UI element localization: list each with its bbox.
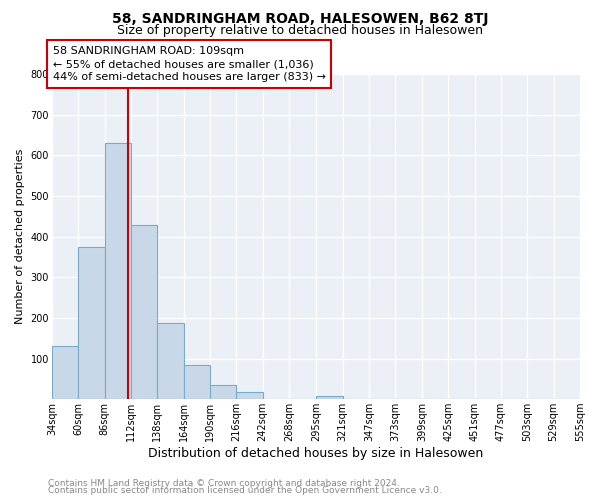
Y-axis label: Number of detached properties: Number of detached properties bbox=[15, 149, 25, 324]
Text: 58 SANDRINGHAM ROAD: 109sqm
← 55% of detached houses are smaller (1,036)
44% of : 58 SANDRINGHAM ROAD: 109sqm ← 55% of det… bbox=[53, 46, 326, 82]
Bar bbox=[184, 364, 210, 399]
Bar bbox=[131, 224, 157, 399]
Bar bbox=[236, 392, 263, 399]
Text: Contains HM Land Registry data © Crown copyright and database right 2024.: Contains HM Land Registry data © Crown c… bbox=[48, 478, 400, 488]
Text: Contains public sector information licensed under the Open Government Licence v3: Contains public sector information licen… bbox=[48, 486, 442, 495]
Bar bbox=[104, 142, 131, 399]
X-axis label: Distribution of detached houses by size in Halesowen: Distribution of detached houses by size … bbox=[148, 447, 484, 460]
Bar bbox=[78, 247, 104, 399]
Text: Size of property relative to detached houses in Halesowen: Size of property relative to detached ho… bbox=[117, 24, 483, 37]
Text: 58, SANDRINGHAM ROAD, HALESOWEN, B62 8TJ: 58, SANDRINGHAM ROAD, HALESOWEN, B62 8TJ bbox=[112, 12, 488, 26]
Bar bbox=[210, 385, 236, 399]
Bar bbox=[316, 396, 343, 399]
Bar bbox=[157, 323, 184, 399]
Bar bbox=[52, 346, 78, 399]
